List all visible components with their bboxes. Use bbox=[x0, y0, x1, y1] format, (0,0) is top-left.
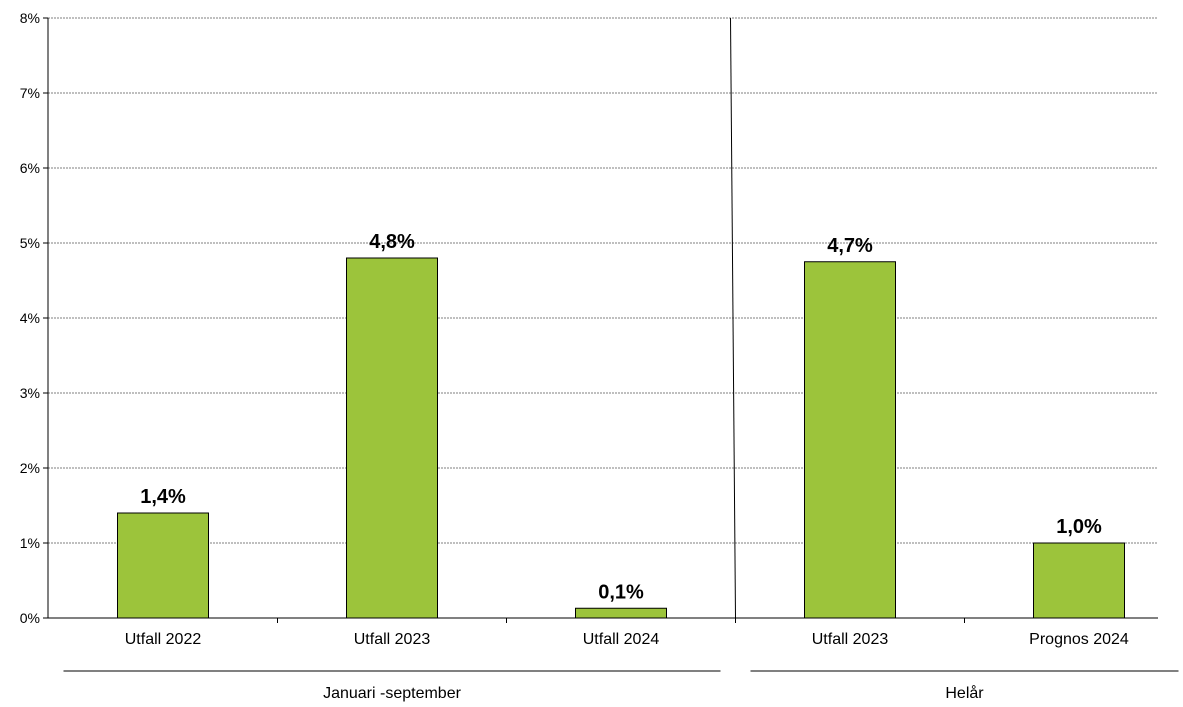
y-tick-label: 8% bbox=[20, 10, 40, 26]
groups: Januari -september Helår bbox=[63, 17, 1179, 702]
y-tick-label: 3% bbox=[20, 385, 40, 401]
data-label: 4,8% bbox=[369, 231, 415, 253]
y-tick-label: 7% bbox=[20, 85, 40, 101]
x-axis: Utfall 2022 Utfall 2023 Utfall 2024 Utfall … bbox=[48, 617, 1158, 648]
group-label: Januari -september bbox=[323, 685, 462, 702]
bars: 1,4% 4,8% 0,1% 4,7% 1,0% bbox=[117, 231, 1125, 619]
category-label: Utfall 2023 bbox=[354, 631, 431, 648]
y-tick-label: 5% bbox=[20, 235, 40, 251]
bar bbox=[1033, 542, 1125, 619]
data-label: 1,4% bbox=[140, 486, 186, 508]
y-tick-label: 4% bbox=[20, 310, 40, 326]
bar bbox=[804, 261, 896, 619]
y-tick-label: 6% bbox=[20, 160, 40, 176]
group-separator bbox=[730, 17, 736, 619]
data-label: 4,7% bbox=[827, 235, 873, 257]
y-tick-label: 1% bbox=[20, 535, 40, 551]
bar bbox=[346, 257, 438, 619]
category-label: Utfall 2023 bbox=[812, 631, 889, 648]
category-label: Prognos 2024 bbox=[1029, 631, 1129, 648]
y-axis: 0% 1% 2% 3% 4% 5% 6% 7% 8% bbox=[20, 10, 49, 626]
category-label: Utfall 2024 bbox=[583, 631, 660, 648]
y-tick-label: 2% bbox=[20, 460, 40, 476]
group-label: Helår bbox=[945, 684, 984, 702]
y-tick-label: 0% bbox=[20, 610, 40, 626]
bar bbox=[575, 607, 667, 619]
bar bbox=[117, 512, 209, 619]
data-label: 1,0% bbox=[1056, 516, 1102, 538]
category-label: Utfall 2022 bbox=[125, 631, 202, 648]
data-label: 0,1% bbox=[598, 581, 644, 603]
grid bbox=[48, 17, 1158, 544]
